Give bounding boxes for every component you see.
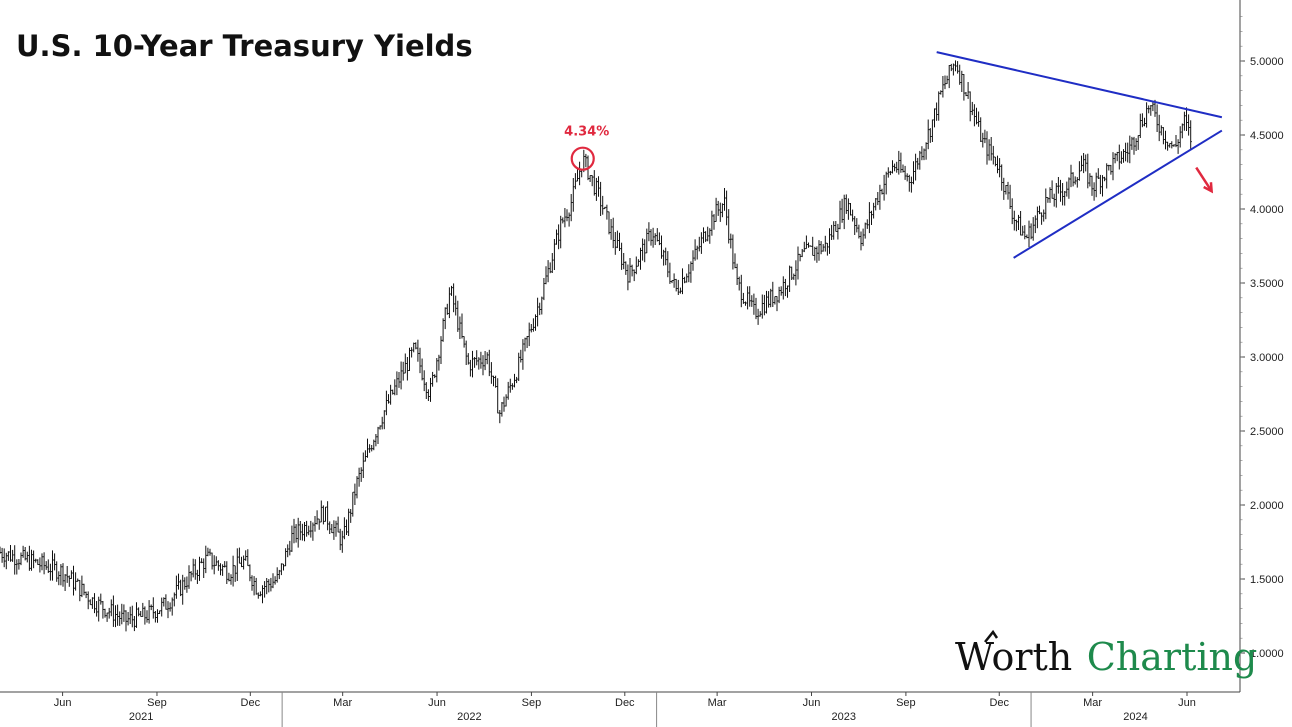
x-tick-label: Dec (241, 697, 261, 709)
y-tick-label: 4.0000 (1250, 204, 1284, 216)
x-tick-label: Jun (54, 697, 72, 709)
y-tick-label: 4.5000 (1250, 130, 1284, 142)
peak-marker-label: 4.34% (564, 125, 609, 140)
x-tick-label: Sep (147, 697, 167, 709)
logo-text: Worth Charting (955, 635, 1257, 679)
y-tick-label: 5.0000 (1250, 56, 1284, 68)
peak-marker-circle (570, 146, 595, 171)
x-tick-label: Jun (1178, 697, 1196, 709)
down-arrow-icon (1195, 166, 1213, 192)
down-arrow-head-icon (1203, 182, 1214, 194)
logo-arrow-icon (984, 629, 999, 643)
logo-charting: Charting (1087, 635, 1258, 679)
x-tick-label: Mar (708, 697, 727, 709)
x-tick-label: Jun (803, 697, 821, 709)
x-year-label: 2022 (457, 711, 481, 723)
x-year-label: 2024 (1123, 711, 1147, 723)
y-tick-label: 3.5000 (1250, 278, 1284, 290)
x-tick-label: Sep (896, 697, 916, 709)
branding-logo: Worth Charting (955, 629, 1257, 679)
trendline-lower (1013, 129, 1223, 259)
x-tick-label: Dec (989, 697, 1009, 709)
y-tick-label: 1.0000 (1250, 648, 1284, 660)
x-tick-label: Jun (428, 697, 446, 709)
x-tick-label: Sep (522, 697, 542, 709)
y-tick-label: 1.5000 (1250, 574, 1284, 586)
x-tick-label: Mar (1083, 697, 1102, 709)
chart-title: U.S. 10-Year Treasury Yields (16, 29, 473, 63)
price-bars (0, 60, 1192, 632)
y-tick-label: 2.5000 (1250, 426, 1284, 438)
x-year-label: 2023 (832, 711, 856, 723)
x-tick-label: Mar (333, 697, 352, 709)
annotations: 4.34% (564, 51, 1223, 259)
y-tick-label: 3.0000 (1250, 352, 1284, 364)
y-tick-label: 2.0000 (1250, 500, 1284, 512)
x-year-label: 2021 (129, 711, 153, 723)
logo-worth: Worth (955, 635, 1072, 679)
trendline-upper (936, 51, 1223, 119)
x-tick-label: Dec (615, 697, 635, 709)
